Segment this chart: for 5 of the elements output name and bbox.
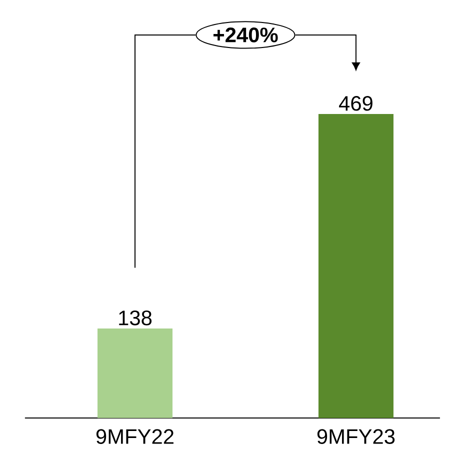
- x-tick-label: 9MFY22: [96, 429, 174, 444]
- text: +240%: [214, 28, 278, 42]
- data-label: 469: [339, 96, 372, 111]
- x-tick-label: 9MFY23: [317, 429, 395, 444]
- data-label: 138: [119, 310, 152, 326]
